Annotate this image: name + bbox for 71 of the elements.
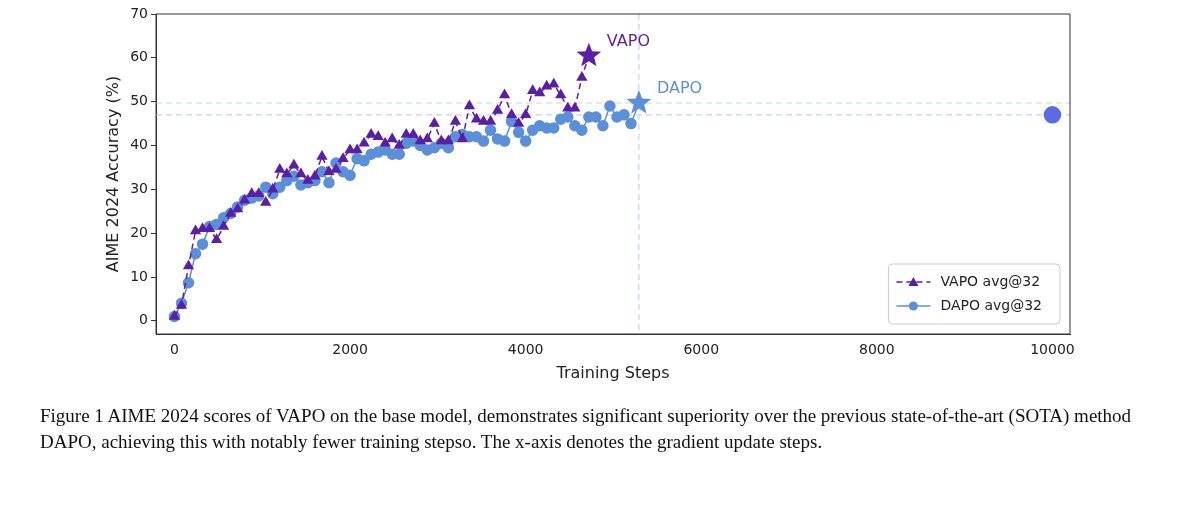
x-tick-label: 0: [169, 341, 179, 358]
point: [1043, 106, 1062, 124]
point: [387, 133, 398, 143]
point: [323, 166, 335, 176]
y-tick-label: 70: [130, 4, 149, 21]
point: [211, 234, 222, 243]
y-axis-title: AIME 2024 Accuracy (%): [102, 75, 122, 273]
y-tick-label: 40: [130, 136, 149, 153]
point: [443, 135, 454, 145]
x-tick-label: 2000: [332, 341, 368, 358]
point: [527, 84, 538, 94]
point: [274, 163, 285, 173]
point: [569, 102, 580, 112]
point: [478, 115, 489, 125]
point: [267, 183, 278, 193]
annotation: VAPO: [606, 30, 650, 50]
x-tick-label: 6000: [683, 341, 720, 358]
x-tick-label: 4000: [507, 341, 544, 358]
point: [457, 133, 468, 143]
point: [464, 100, 475, 110]
x-tick-label: 10000: [1030, 341, 1075, 358]
point: [485, 115, 496, 125]
point: [394, 139, 405, 149]
point: [302, 174, 313, 184]
point: [576, 42, 602, 67]
point: [576, 71, 587, 81]
point: [555, 89, 566, 99]
point: [541, 80, 552, 90]
point: [359, 137, 370, 147]
point: [316, 150, 328, 160]
point: [190, 225, 201, 235]
point: [183, 260, 194, 270]
y-tick-label: 20: [130, 223, 149, 240]
point: [415, 135, 426, 145]
point: [373, 130, 384, 140]
legend-label: VAPO avg@32: [940, 272, 1041, 289]
y-tick-label: 0: [139, 311, 149, 328]
point: [344, 144, 356, 154]
point: [429, 117, 440, 127]
point: [330, 163, 342, 173]
caption: Figure 1 AIME 2024 scores of VAPO on the base model, demonstrates significant superiority over the previous state-of-the-art (SOTA) method DAPO, achieving this with notably fewer training stepso. The x-axis denotes the gradient update steps.: [40, 404, 1133, 454]
legend-label: DAPO avg@32: [940, 296, 1042, 313]
point: [513, 117, 524, 127]
y-tick-label: 30: [130, 179, 149, 196]
y-tick-label: 10: [130, 267, 149, 284]
annotation: DAPO: [656, 78, 703, 98]
point: [506, 109, 517, 119]
point: [548, 78, 559, 88]
point: [337, 152, 349, 162]
y-tick-label: 50: [130, 92, 149, 109]
point: [471, 113, 482, 123]
x-tick-label: 8000: [859, 341, 895, 358]
point: [295, 168, 306, 178]
y-tick-label: 60: [130, 48, 149, 65]
point: [218, 220, 229, 230]
point: [499, 89, 510, 99]
point: [450, 115, 461, 125]
point: [408, 128, 419, 138]
point: [492, 104, 503, 114]
point: [351, 144, 363, 154]
point: [366, 128, 377, 138]
point: [380, 137, 391, 147]
point: [309, 170, 321, 180]
point: [260, 196, 271, 206]
point: [534, 87, 545, 97]
point: [288, 159, 299, 169]
point: [520, 109, 531, 119]
point: [281, 168, 292, 178]
x-axis-title: Training Steps: [555, 362, 670, 382]
point: [422, 133, 433, 143]
point: [626, 89, 652, 114]
